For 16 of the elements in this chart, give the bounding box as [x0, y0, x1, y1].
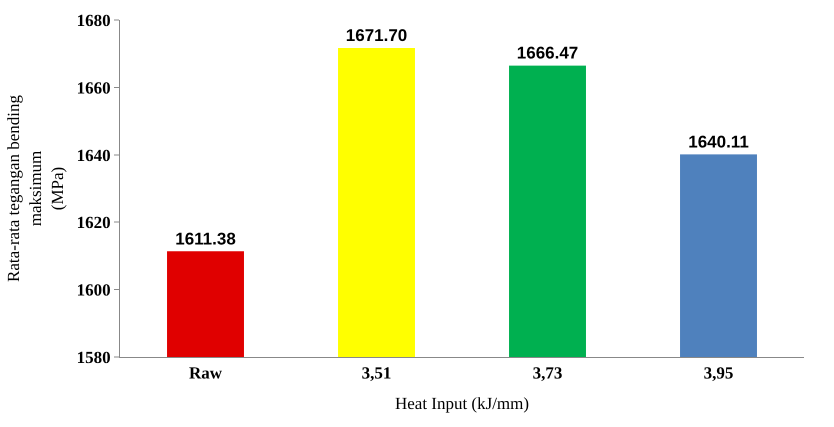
x-tick-label: 3,73 — [532, 363, 562, 382]
data-label: 1611.38 — [175, 229, 236, 248]
x-tick-label: 3,95 — [704, 363, 734, 382]
y-tick-label: 1660 — [76, 78, 111, 98]
data-label: 1640.11 — [688, 132, 749, 152]
y-tick-label: 1640 — [76, 146, 111, 165]
data-label: 1666.47 — [516, 44, 578, 63]
y-axis-title: Rata-rata tegangan bending maksimum (MPa) — [4, 94, 68, 282]
y-tick-label: 1680 — [76, 10, 111, 30]
y-tick-label: 1580 — [76, 348, 111, 367]
x-tick-label: Raw — [188, 363, 223, 382]
data-label: 1671.70 — [346, 26, 408, 45]
x-tick-label: 3,51 — [362, 363, 392, 382]
y-tick-label: 1620 — [76, 213, 111, 232]
x-axis-title: Heat Input (kJ/mm) — [394, 394, 530, 413]
y-tick-label: 1600 — [76, 280, 111, 300]
